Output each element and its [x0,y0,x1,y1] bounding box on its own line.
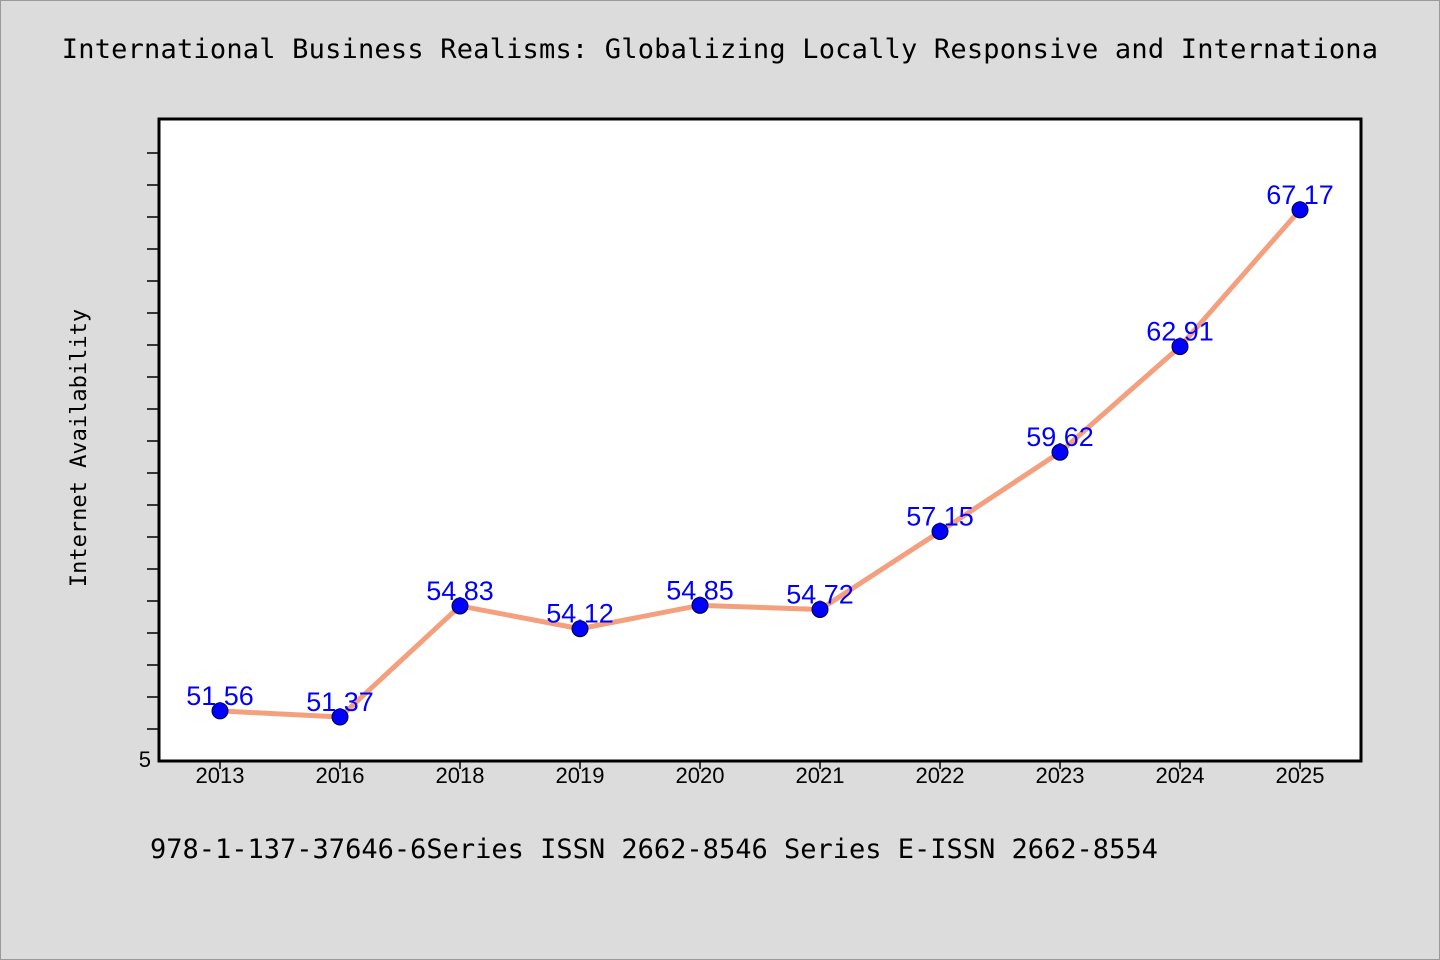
data-point [1051,443,1069,461]
data-label: 57.15 [906,501,974,531]
x-tick-label: 2020 [676,763,725,788]
data-label: 51.56 [186,681,254,711]
data-points [211,201,1309,726]
x-tick-label: 2016 [316,763,365,788]
data-point [211,702,229,720]
chart-title: International Business Realisms: Globali… [61,34,1379,65]
data-label: 67.17 [1266,180,1334,210]
data-point [451,597,469,615]
x-tick-label: 2024 [1156,763,1205,788]
y-axis-ticks: 5 [139,152,159,772]
data-label: 62.91 [1146,317,1214,347]
x-tick-label: 2019 [556,763,605,788]
data-label: 54.83 [426,576,494,606]
data-labels: 51.56 51.37 54.83 54.12 54.85 54.72 57.15 59.62… [186,180,1334,717]
data-label: 59.62 [1026,422,1094,452]
data-label: 54.72 [786,579,854,609]
series-line [217,207,1303,720]
data-point [1291,201,1309,219]
data-point [571,620,589,638]
x-tick-label: 2021 [796,763,845,788]
y-tick-label: 5 [139,747,151,772]
data-point [811,600,829,618]
x-axis-ticks: 2013 2016 2018 2019 2020 2021 2022 2023 2024 2025 [196,761,1325,788]
data-point [931,522,949,540]
data-label: 54.85 [666,575,734,605]
data-label: 51.37 [306,687,374,717]
x-tick-label: 2018 [436,763,485,788]
data-point [691,596,709,614]
plot-area [157,117,1363,763]
y-axis-label: Internet Availability [67,309,92,587]
data-point [331,708,349,726]
x-tick-label: 2025 [1276,763,1325,788]
data-point [1171,338,1189,356]
isbn-footer: 978-1-137-37646-6Series ISSN 2662-8546 S… [150,834,1158,865]
x-tick-label: 2013 [196,763,245,788]
data-label: 54.12 [546,599,614,629]
x-tick-label: 2022 [916,763,965,788]
x-tick-label: 2023 [1036,763,1085,788]
